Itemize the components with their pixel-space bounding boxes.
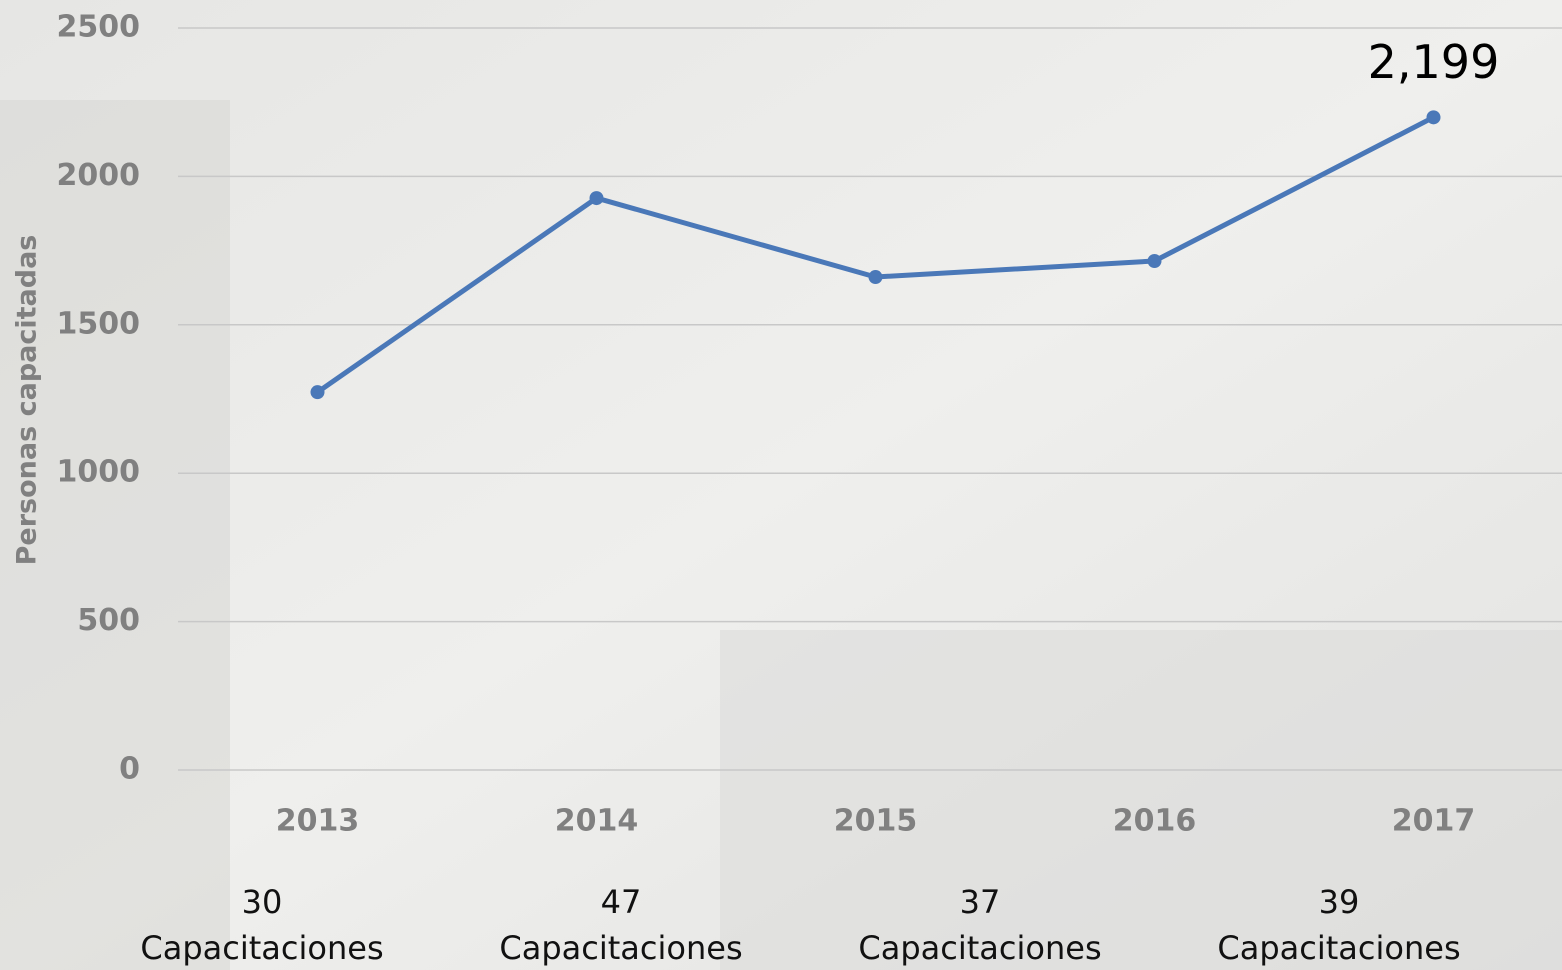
y-tick-label: 1000: [57, 455, 141, 490]
annotation-count: 47: [601, 883, 642, 921]
point: [590, 191, 604, 205]
x-tick-label: 2014: [555, 804, 639, 839]
annotation-count: 39: [1319, 883, 1360, 921]
y-axis-title: Personas capacitadas: [12, 235, 43, 566]
annotation-count: 37: [960, 883, 1001, 921]
annotation-label: Capacitaciones: [1217, 929, 1460, 967]
y-tick-label: 0: [119, 752, 140, 787]
x-tick-label: 2017: [1392, 804, 1476, 839]
annotation-label: Capacitaciones: [858, 929, 1101, 967]
annotation-label: Capacitaciones: [499, 929, 742, 967]
annotation-count: 30: [242, 883, 283, 921]
point: [311, 385, 325, 399]
y-tick-label: 2000: [57, 158, 141, 193]
annotation-label: Capacitaciones: [140, 929, 383, 967]
point: [1427, 110, 1441, 124]
x-tick-label: 2015: [834, 804, 918, 839]
x-tick-label: 2016: [1113, 804, 1197, 839]
background-shape: [720, 630, 1562, 970]
x-tick-label: 2013: [276, 804, 360, 839]
y-tick-label: 1500: [57, 306, 141, 341]
point: [1148, 254, 1162, 268]
chart: Personas capacitadas 0 500 1000 1500 2000 250…: [0, 0, 1562, 970]
point: [869, 270, 883, 284]
y-tick-label: 2500: [57, 10, 141, 45]
data-label: 2,199: [1368, 35, 1500, 89]
y-tick-label: 500: [77, 603, 140, 638]
